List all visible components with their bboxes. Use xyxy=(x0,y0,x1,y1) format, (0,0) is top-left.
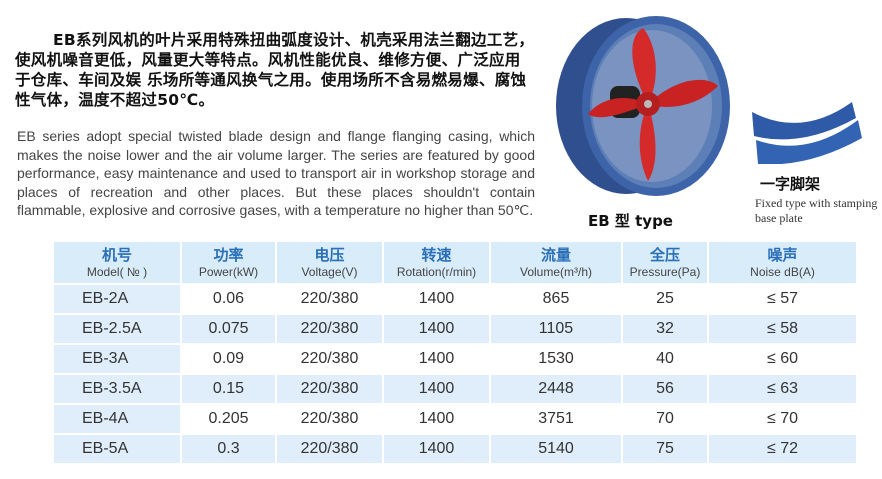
header-cell: 全压 Pressure(Pa) xyxy=(623,242,707,283)
header-en: Volume(m³/h) xyxy=(519,264,593,279)
header-cn: 电压 xyxy=(314,246,345,264)
table-cell: ≤ 63 xyxy=(709,375,856,403)
table-cell: 3751 xyxy=(538,410,574,427)
base-plate-label-cn: 一字脚架 xyxy=(760,175,821,193)
table-cell: 1400 xyxy=(418,410,455,427)
table-cell: 1400 xyxy=(418,290,455,307)
table-cell: 1400 xyxy=(384,435,489,463)
table-cell: 75 xyxy=(623,435,707,463)
model-cell: EB-5A xyxy=(54,435,180,463)
table-cell: 0.205 xyxy=(208,410,249,427)
table-cell: 32 xyxy=(623,315,707,343)
table-cell: 1105 xyxy=(491,315,621,343)
table-cell: 0.09 xyxy=(212,350,245,367)
header-cell: 流量 Volume(m³/h) xyxy=(491,242,621,283)
table-cell: 220/380 xyxy=(300,350,359,367)
header-en: Rotation(r/min) xyxy=(396,264,477,279)
header-cell: 转速 Rotation(r/min) xyxy=(384,242,489,283)
table-cell: ≤ 60 xyxy=(766,350,799,367)
fan-type-label: EB 型 type xyxy=(588,212,673,230)
table-cell: 70 xyxy=(656,410,674,427)
table-cell: ≤ 70 xyxy=(766,410,799,427)
header-cell: 机号 Model( № ) xyxy=(54,242,180,283)
header-en: Noise dB(A) xyxy=(750,264,815,279)
table-cell: ≤ 72 xyxy=(709,435,856,463)
table-cell: 5140 xyxy=(491,435,621,463)
header-cell: 噪声 Noise dB(A) xyxy=(709,242,856,283)
table-cell: 0.3 xyxy=(182,435,275,463)
table-cell: 220/380 xyxy=(300,290,359,307)
table-cell: 56 xyxy=(623,375,707,403)
header-cell: 电压 Voltage(V) xyxy=(277,242,382,283)
intro-english: EB series adopt special twisted blade de… xyxy=(17,128,535,218)
table-cell: 2448 xyxy=(491,375,621,403)
model-cell: EB-2A xyxy=(54,285,180,313)
table-cell: 220/380 xyxy=(277,435,382,463)
table-cell: 1400 xyxy=(384,315,489,343)
header-en: Voltage(V) xyxy=(301,264,358,279)
base-plate-label-en: Fixed type with stamping base plate xyxy=(755,196,878,225)
table-cell: 0.075 xyxy=(182,315,275,343)
table-cell: 220/380 xyxy=(300,410,359,427)
header-cn: 功率 xyxy=(213,246,244,264)
base-plate-image xyxy=(752,102,862,164)
table-cell: 1400 xyxy=(384,375,489,403)
header-cn: 转速 xyxy=(421,246,452,264)
axial-fan-image xyxy=(556,16,730,196)
header-en: Pressure(Pa) xyxy=(629,264,701,279)
table-cell: 220/380 xyxy=(277,375,382,403)
model-cell: EB-3A xyxy=(54,345,180,373)
model-cell: EB-3.5A xyxy=(54,375,180,403)
table-cell: ≤ 57 xyxy=(766,290,799,307)
table-cell: 25 xyxy=(656,290,674,307)
header-cn: 噪声 xyxy=(767,246,798,264)
header-en: Model( № ) xyxy=(86,264,148,279)
table-cell: 40 xyxy=(656,350,674,367)
table-cell: 1530 xyxy=(538,350,574,367)
table-cell: 865 xyxy=(542,290,570,307)
model-cell: EB-2.5A xyxy=(54,315,180,343)
model-cell: EB-4A xyxy=(54,405,180,433)
table-cell: 1400 xyxy=(418,350,455,367)
table-cell: ≤ 58 xyxy=(709,315,856,343)
header-cell: 功率 Power(kW) xyxy=(182,242,275,283)
header-en: Power(kW) xyxy=(198,264,259,279)
table-cell: 0.06 xyxy=(212,290,245,307)
header-cn: 全压 xyxy=(649,246,680,264)
intro-chinese: EB系列风机的叶片采用特殊扭曲弧度设计、机壳采用法兰翻边工艺，使风机噪音更低，风… xyxy=(15,31,535,109)
header-cn: 流量 xyxy=(540,246,571,264)
header-cn: 机号 xyxy=(101,246,132,264)
table-cell: 0.15 xyxy=(182,375,275,403)
table-cell: 220/380 xyxy=(277,315,382,343)
spec-table: 机号 Model( № ) 功率 Power(kW) 电压 Voltage(V) 转速 Rot… xyxy=(54,242,856,463)
